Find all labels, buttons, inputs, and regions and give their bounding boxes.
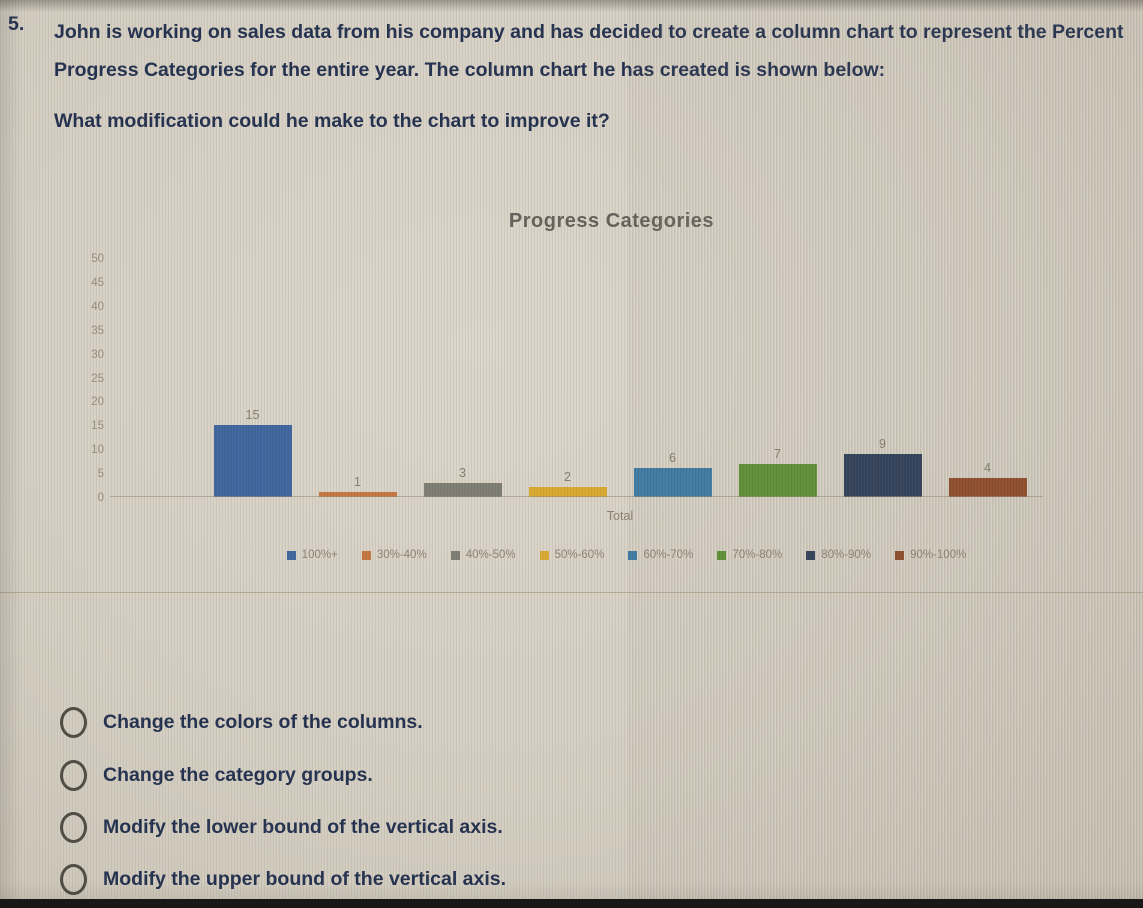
screen-bottom-edge bbox=[0, 899, 1143, 908]
bar-value-label: 2 bbox=[564, 470, 571, 485]
legend-label: 40%-50% bbox=[465, 549, 516, 561]
x-axis-line bbox=[110, 496, 1043, 497]
radio-button-icon[interactable] bbox=[60, 811, 87, 843]
question-prompt: What modification could he make to the c… bbox=[54, 110, 610, 132]
chart-title: Progress Categories bbox=[508, 210, 715, 232]
bar-slot: 6 bbox=[620, 451, 725, 497]
y-tick-label: 30 bbox=[91, 348, 104, 361]
y-tick-label: 35 bbox=[91, 324, 104, 337]
legend-label: 70%-80% bbox=[732, 549, 783, 561]
chart-bar bbox=[318, 492, 397, 497]
y-tick-label: 25 bbox=[91, 372, 104, 385]
legend-label: 30%-40% bbox=[376, 549, 427, 561]
bar-value-label: 7 bbox=[774, 446, 781, 461]
chart-bar bbox=[948, 477, 1027, 497]
answer-option-label: Change the category groups. bbox=[103, 763, 373, 786]
bar-slot: 9 bbox=[830, 437, 935, 497]
bar-slot: 1 bbox=[305, 475, 410, 497]
legend-color-swatch-icon bbox=[539, 550, 549, 560]
bar-value-label: 15 bbox=[245, 408, 260, 423]
legend-item: 90%-100% bbox=[895, 549, 966, 561]
legend-color-swatch-icon bbox=[450, 550, 460, 560]
answer-option-label: Change the colors of the columns. bbox=[103, 710, 423, 733]
y-tick-label: 0 bbox=[97, 492, 104, 504]
y-axis: 50 45 40 35 30 25 20 15 10 5 0 bbox=[58, 227, 104, 504]
bar-value-label: 6 bbox=[669, 451, 676, 466]
legend-label: 50%-60% bbox=[554, 549, 605, 561]
legend-item: 50%-60% bbox=[539, 549, 605, 561]
legend-item: 80%-90% bbox=[806, 549, 871, 561]
chart-bar bbox=[213, 425, 292, 497]
y-tick-label: 50 bbox=[91, 253, 104, 265]
chart-bar bbox=[843, 453, 922, 497]
bar-value-label: 1 bbox=[354, 475, 361, 490]
legend-color-swatch-icon bbox=[286, 550, 296, 560]
bar-slot: 3 bbox=[410, 466, 515, 497]
radio-button-icon[interactable] bbox=[60, 759, 87, 791]
bar-slot: 15 bbox=[200, 408, 305, 497]
chart-bar bbox=[633, 468, 712, 497]
section-divider bbox=[0, 592, 1143, 593]
legend-color-swatch-icon bbox=[628, 550, 638, 560]
legend-label: 90%-100% bbox=[910, 549, 967, 561]
bar-value-label: 3 bbox=[459, 465, 466, 480]
chart-bar bbox=[738, 463, 817, 497]
y-tick-label: 20 bbox=[91, 396, 104, 409]
question-text: John is working on sales data from his c… bbox=[54, 21, 1124, 81]
legend-item: 60%-70% bbox=[628, 549, 693, 561]
bar-slot: 2 bbox=[515, 470, 620, 497]
chart-bar bbox=[528, 487, 607, 497]
legend-item: 40%-50% bbox=[450, 549, 516, 561]
answer-option[interactable]: Modify the lower bound of the vertical a… bbox=[60, 805, 503, 849]
y-tick-label: 15 bbox=[91, 420, 104, 433]
legend-color-swatch-icon bbox=[361, 550, 371, 560]
bar-value-label: 4 bbox=[984, 460, 991, 475]
radio-button-icon[interactable] bbox=[60, 706, 87, 738]
answer-option-label: Modify the lower bound of the vertical a… bbox=[103, 815, 503, 838]
answer-option[interactable]: Modify the upper bound of the vertical a… bbox=[60, 857, 506, 901]
legend-color-swatch-icon bbox=[895, 550, 905, 560]
y-tick-label: 40 bbox=[91, 300, 104, 313]
answer-option-label: Modify the upper bound of the vertical a… bbox=[103, 867, 507, 890]
legend-item: 30%-40% bbox=[361, 549, 427, 561]
bar-slot: 4 bbox=[935, 461, 1040, 497]
legend-label: 100%+ bbox=[301, 549, 338, 561]
x-axis-category-label: Total bbox=[606, 509, 634, 523]
chart-bar bbox=[423, 482, 502, 497]
legend-label: 60%-70% bbox=[643, 549, 694, 561]
answer-option[interactable]: Change the colors of the columns. bbox=[60, 700, 423, 744]
question-number: 5. bbox=[8, 13, 25, 35]
legend-item: 70%-80% bbox=[717, 549, 782, 561]
legend-label: 80%-90% bbox=[821, 549, 872, 561]
y-tick-label: 10 bbox=[91, 444, 104, 457]
legend-item: 100%+ bbox=[286, 549, 338, 561]
plot-area: 15 1 3 2 6 7 9 4 bbox=[200, 408, 1040, 497]
legend-color-swatch-icon bbox=[806, 550, 816, 560]
bar-value-label: 9 bbox=[879, 436, 886, 451]
y-tick-label: 5 bbox=[97, 468, 104, 481]
column-chart: Progress Categories 50 45 40 35 30 25 20 15 10 5 0… bbox=[0, 196, 1143, 600]
radio-button-icon[interactable] bbox=[60, 863, 87, 895]
answer-option[interactable]: Change the category groups. bbox=[60, 753, 373, 797]
y-tick-label: 45 bbox=[91, 276, 104, 289]
legend-color-swatch-icon bbox=[717, 550, 727, 560]
chart-legend: 100%+ 30%-40% 40%-50% 50%-60% 60%-70% 70%-80%… bbox=[125, 549, 1128, 561]
bar-slot: 7 bbox=[725, 447, 830, 497]
